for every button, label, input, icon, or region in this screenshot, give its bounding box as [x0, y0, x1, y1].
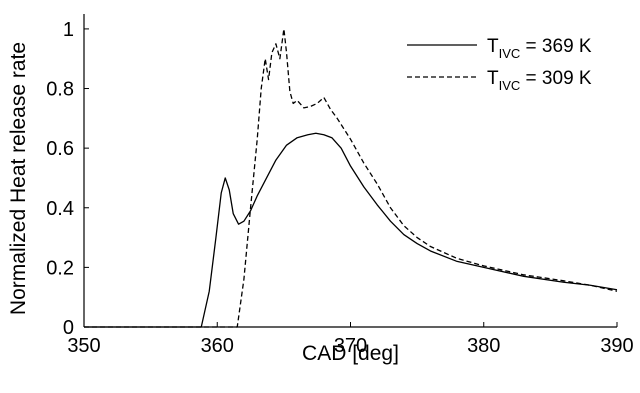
axes: [83, 14, 617, 328]
legend-label-1: TIVC = 369 K: [487, 36, 592, 61]
legend: TIVC = 369 K TIVC = 309 K: [407, 36, 592, 93]
x-axis-ticks: 350 360 370 380 390: [67, 322, 634, 357]
x-axis-label: CAD [deg]: [302, 342, 399, 365]
x-tick-label: 390: [600, 335, 633, 357]
y-axis-label: Normalized Heat release rate: [7, 42, 30, 315]
y-tick-label: 0.4: [46, 198, 74, 220]
x-tick-label: 360: [201, 335, 234, 357]
y-tick-label: 0.8: [46, 79, 74, 101]
x-tick-label: 370: [334, 335, 367, 357]
legend-label-2: TIVC = 309 K: [487, 68, 592, 93]
y-tick-label: 1: [63, 19, 74, 41]
x-tick-label: 380: [467, 335, 500, 357]
y-tick-label: 0: [63, 317, 74, 339]
y-tick-label: 0.2: [46, 257, 74, 279]
y-axis-ticks: 0 0.2 0.4 0.6 0.8 1: [46, 19, 89, 339]
series-line-1: [84, 132, 618, 328]
x-tick-label: 350: [67, 335, 100, 357]
series-line-2: [84, 28, 618, 328]
plot-lines: [84, 28, 618, 328]
y-tick-label: 0.6: [46, 138, 74, 160]
